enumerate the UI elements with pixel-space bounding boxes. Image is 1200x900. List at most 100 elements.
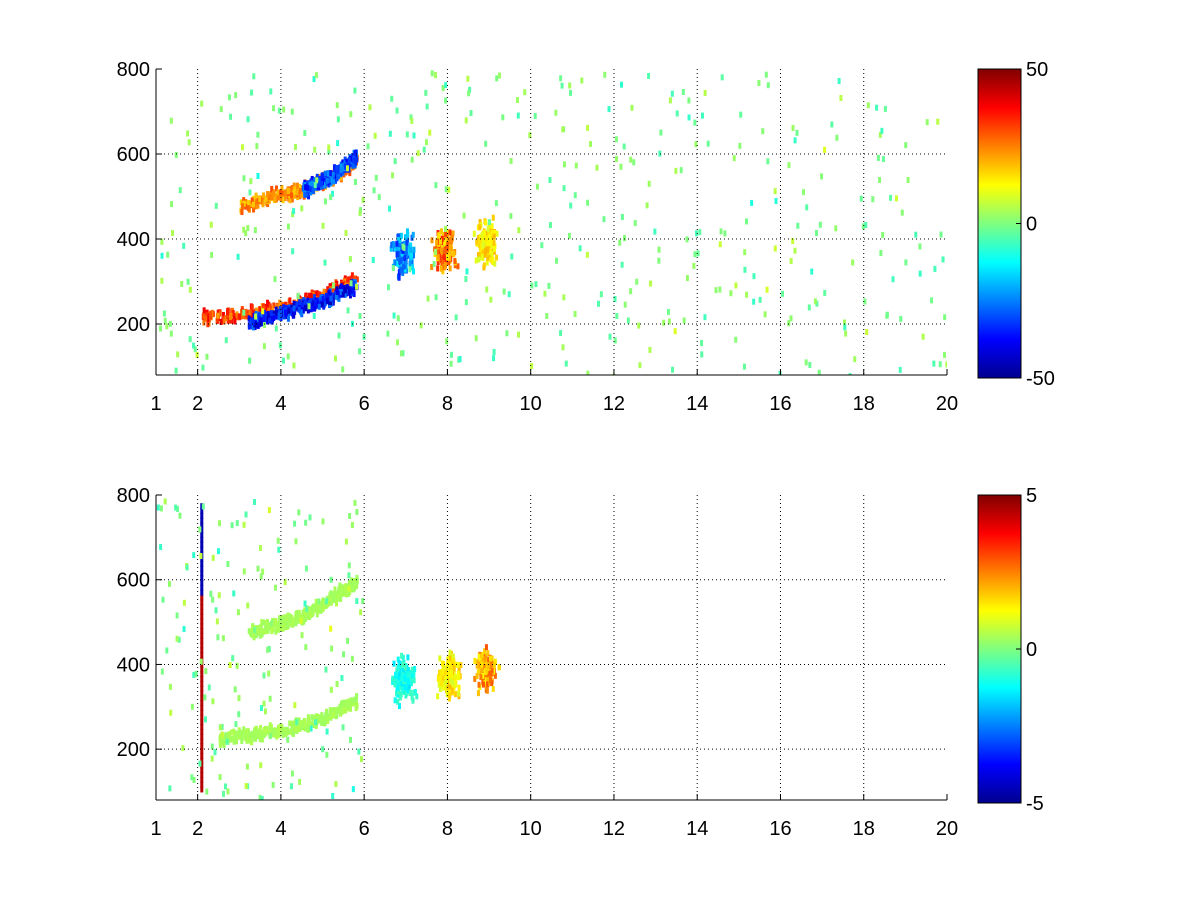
heatmap-cell: [723, 230, 727, 237]
heatmap-cell: [292, 305, 296, 312]
heatmap-cell: [313, 182, 317, 189]
heatmap-cell: [355, 693, 359, 700]
x-tick-label: 6: [359, 393, 370, 415]
heatmap-cell: [802, 189, 806, 196]
heatmap-cell: [436, 254, 440, 261]
heatmap-cell: [211, 554, 215, 561]
heatmap-cell: [436, 259, 440, 266]
heatmap-cell: [244, 511, 248, 518]
heatmap-cell: [264, 624, 268, 631]
heatmap-cell: [693, 119, 697, 126]
heatmap-cell: [766, 158, 770, 165]
heatmap-cell: [400, 652, 404, 659]
heatmap-cell: [320, 716, 324, 723]
heatmap-cell: [509, 212, 513, 219]
heatmap-cell: [218, 724, 222, 731]
heatmap-cell: [339, 710, 343, 717]
heatmap-cell: [696, 250, 700, 257]
heatmap-cell: [813, 298, 817, 305]
heatmap-cell: [446, 689, 450, 696]
heatmap-cell: [898, 366, 902, 373]
heatmap-cell: [281, 196, 285, 203]
heatmap-cell: [237, 733, 241, 740]
heatmap-cell: [393, 697, 397, 704]
heatmap-cell: [479, 658, 483, 665]
heatmap-cell: [430, 263, 434, 270]
heatmap-cell: [793, 137, 797, 144]
heatmap-cell: [163, 498, 167, 505]
heatmap-cell: [743, 266, 747, 273]
heatmap-cell: [442, 239, 446, 246]
heatmap-cell: [528, 132, 532, 139]
heatmap-cell: [397, 660, 401, 667]
heatmap-cell: [230, 735, 234, 742]
heatmap-cell: [875, 104, 879, 111]
heatmap-cell: [401, 662, 405, 669]
heatmap-cell: [448, 229, 452, 236]
heatmap-cell: [635, 278, 639, 285]
heatmap-cell: [448, 692, 452, 699]
heatmap-cell: [320, 719, 324, 726]
heatmap-cell: [488, 670, 492, 677]
heatmap-cell: [342, 285, 346, 292]
heatmap-cell: [332, 175, 336, 182]
heatmap-cell: [317, 181, 321, 188]
heatmap-cell: [247, 737, 251, 744]
heatmap-cell: [312, 294, 316, 301]
heatmap-cell: [250, 89, 254, 96]
heatmap-cell: [649, 280, 653, 287]
heatmap-cell: [489, 237, 493, 244]
heatmap-cell: [297, 509, 301, 516]
heatmap-cell: [789, 257, 793, 264]
heatmap-cell: [353, 275, 357, 282]
heatmap-feature: [473, 644, 501, 697]
heatmap-cell: [439, 252, 443, 259]
heatmap-cell: [325, 728, 329, 735]
heatmap-cell: [348, 256, 352, 263]
heatmap-cell: [408, 257, 412, 264]
heatmap-cell: [354, 149, 358, 156]
heatmap-cell: [700, 112, 704, 119]
heatmap-cell: [718, 241, 722, 248]
heatmap-cell: [765, 286, 769, 293]
heatmap-feature: [472, 214, 499, 271]
heatmap-cell: [236, 253, 240, 260]
heatmap-cell: [280, 302, 284, 309]
heatmap-cell: [403, 254, 407, 261]
heatmap-cell: [344, 163, 348, 170]
heatmap-cell: [260, 628, 264, 635]
heatmap-cell: [250, 197, 254, 204]
heatmap-cell: [458, 355, 462, 362]
heatmap-cell: [226, 788, 230, 795]
heatmap-cell: [171, 229, 175, 236]
heatmap-cell: [561, 344, 565, 351]
heatmap-cell: [324, 712, 328, 719]
x-tick-label: 4: [275, 818, 286, 840]
heatmap-cell: [359, 756, 363, 763]
heatmap-cell: [444, 673, 448, 680]
heatmap-cell: [325, 751, 329, 758]
heatmap-cell: [848, 372, 852, 375]
heatmap-cell: [313, 146, 317, 153]
heatmap-cell: [891, 276, 895, 283]
heatmap-cell: [304, 304, 308, 311]
heatmap-cell: [182, 625, 186, 632]
heatmap-cell: [823, 289, 827, 296]
heatmap-cell: [283, 195, 287, 202]
heatmap-cell: [396, 665, 400, 672]
x-tick-label: 12: [603, 818, 625, 840]
heatmap-cell: [246, 205, 250, 212]
heatmap-cell: [412, 677, 416, 684]
heatmap-cell: [255, 143, 259, 150]
heatmap-cell: [484, 644, 488, 651]
heatmap-cell: [413, 666, 417, 673]
heatmap-cell: [252, 195, 256, 202]
heatmap-cell: [734, 282, 738, 289]
heatmap-cell: [837, 77, 841, 84]
heatmap-cell: [750, 199, 754, 206]
heatmap-cell: [266, 310, 270, 317]
heatmap-cell: [480, 651, 484, 658]
heatmap-cell: [938, 361, 942, 368]
heatmap-cell: [395, 339, 399, 346]
heatmap-background-cells: [159, 70, 947, 375]
